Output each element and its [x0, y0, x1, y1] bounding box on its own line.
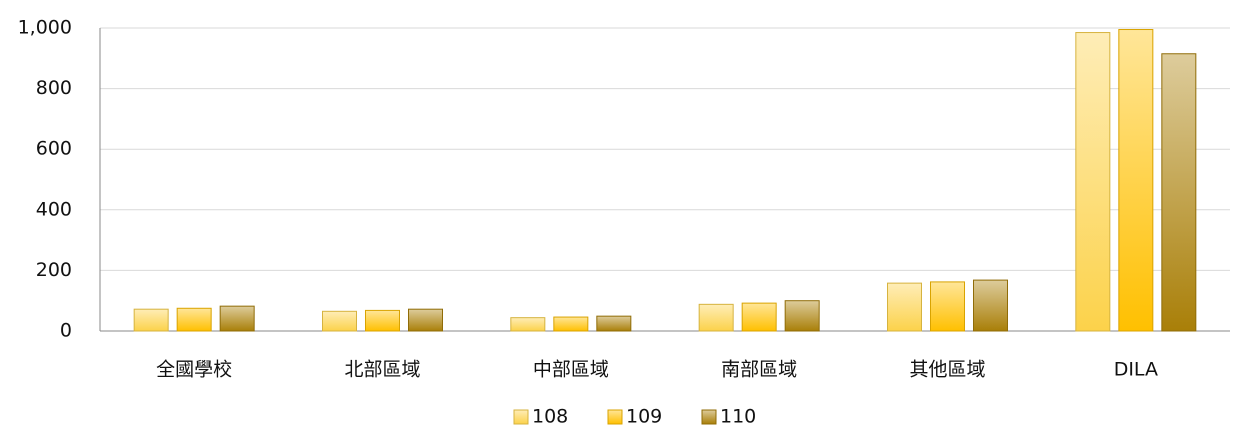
bar [553, 316, 589, 332]
bar [176, 307, 212, 332]
bar [365, 309, 400, 332]
bar [784, 300, 820, 332]
legend-swatch [607, 409, 623, 425]
bar [1161, 53, 1197, 332]
y-tick-label: 200 [36, 259, 72, 281]
bar [698, 303, 734, 332]
bar [408, 308, 443, 332]
y-tick-label: 0 [60, 320, 72, 342]
bar [887, 282, 922, 332]
bar [219, 305, 255, 332]
bar [1118, 29, 1154, 332]
bar [741, 302, 777, 332]
y-tick-label: 800 [36, 77, 72, 99]
x-tick-label: 南部區域 [721, 359, 797, 381]
x-tick-label: 其他區域 [909, 359, 985, 381]
legend-label: 109 [626, 406, 662, 428]
bar [322, 310, 357, 332]
x-tick-label: 全國學校 [156, 359, 232, 381]
legend-label: 108 [532, 406, 568, 428]
x-tick-label: 北部區域 [344, 359, 420, 381]
x-tick-label: 中部區域 [533, 359, 609, 381]
x-tick-label: DILA [1114, 359, 1158, 381]
y-tick-label: 600 [36, 138, 72, 160]
legend-swatch [513, 409, 529, 425]
legend-label: 110 [720, 406, 756, 428]
bar [1075, 32, 1111, 332]
bar [930, 281, 965, 332]
y-tick-label: 1,000 [18, 17, 72, 39]
bar [596, 315, 632, 332]
bar [973, 279, 1008, 332]
y-tick-label: 400 [36, 198, 72, 220]
bar [510, 317, 546, 332]
bar [133, 308, 169, 332]
legend-swatch [701, 409, 717, 425]
